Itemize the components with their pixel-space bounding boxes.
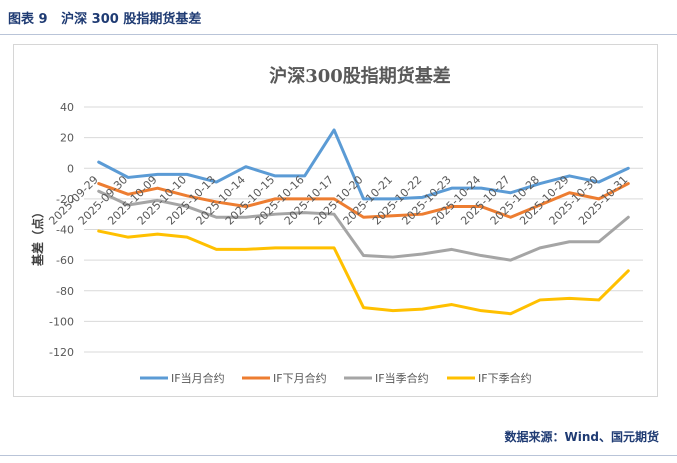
legend-label-2: IF下月合约 — [273, 371, 327, 385]
legend-label-1: IF当月合约 — [171, 371, 225, 385]
figure-caption: 图表 9 沪深 300 股指期货基差 — [8, 12, 202, 27]
gridlines — [84, 106, 643, 353]
y-tick-label: -20 — [56, 193, 74, 206]
y-tick-label: 0 — [67, 162, 74, 175]
y-tick-label: -60 — [56, 254, 74, 267]
y-tick-label: 40 — [60, 101, 74, 114]
chart-frame — [13, 44, 658, 397]
y-tick-label: -120 — [49, 346, 74, 359]
bottom-divider — [0, 455, 677, 456]
legend-label-4: IF下季合约 — [478, 371, 532, 385]
series-line-4 — [97, 229, 630, 316]
caption-divider — [0, 34, 677, 35]
y-tick-label: -40 — [56, 224, 74, 237]
y-axis-label: 基差（点） — [30, 206, 45, 267]
data-source: 数据来源：Wind、国元期货 — [504, 430, 659, 444]
y-tick-label: 20 — [60, 132, 74, 145]
y-tick-labels: 40 20 0 -20 -40 -60 -80 -100 -120 — [49, 101, 74, 359]
legend: IF当月合约 IF下月合约 IF当季合约 IF下季合约 — [140, 371, 532, 385]
y-tick-label: -80 — [56, 285, 74, 298]
y-tick-label: -100 — [49, 315, 74, 328]
legend-label-3: IF当季合约 — [375, 371, 429, 385]
series-lines — [97, 128, 630, 316]
chart-title: 沪深300股指期货基差 — [269, 65, 451, 87]
